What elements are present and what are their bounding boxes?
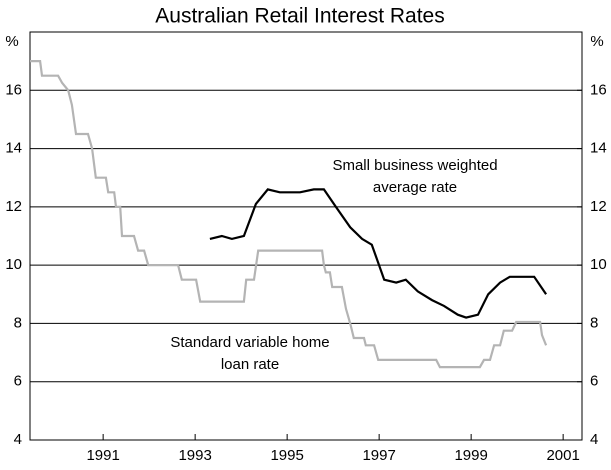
y-tick-label: 6 <box>14 373 22 390</box>
y2-tick-label: 4 <box>590 431 598 448</box>
y-tick-label: 14 <box>5 140 22 157</box>
x-tick-label: 1993 <box>178 447 211 464</box>
y2-tick-label: 10 <box>590 256 607 273</box>
series-label: Small business weighted average rate <box>332 157 498 196</box>
chart-title: Australian Retail Interest Rates <box>155 5 444 28</box>
series-label: Standard variable home loan rate <box>170 334 330 373</box>
y2-tick-label: 12 <box>590 198 607 215</box>
x-tick-label: 1997 <box>362 447 395 464</box>
series-line <box>30 60 548 369</box>
series-line <box>209 188 548 319</box>
y-tick-label: 12 <box>5 198 22 215</box>
y2-tick-label: 8 <box>590 314 598 331</box>
y2-tick-label: 14 <box>590 140 607 157</box>
y2-tick-label: 6 <box>590 373 598 390</box>
y-tick-label: 16 <box>5 81 22 98</box>
y2-tick-label: 16 <box>590 81 607 98</box>
y-tick-label: 10 <box>5 256 22 273</box>
y-tick-label: 8 <box>14 314 22 331</box>
y2-axis-label: % <box>590 33 603 50</box>
y-axis-label: % <box>5 33 18 50</box>
x-tick-label: 2001 <box>546 447 579 464</box>
y-tick-label: 4 <box>14 431 22 448</box>
x-tick-label: 1999 <box>454 447 487 464</box>
plot-frame <box>29 31 583 441</box>
x-tick-label: 1991 <box>86 447 119 464</box>
x-tick-label: 1995 <box>270 447 303 464</box>
